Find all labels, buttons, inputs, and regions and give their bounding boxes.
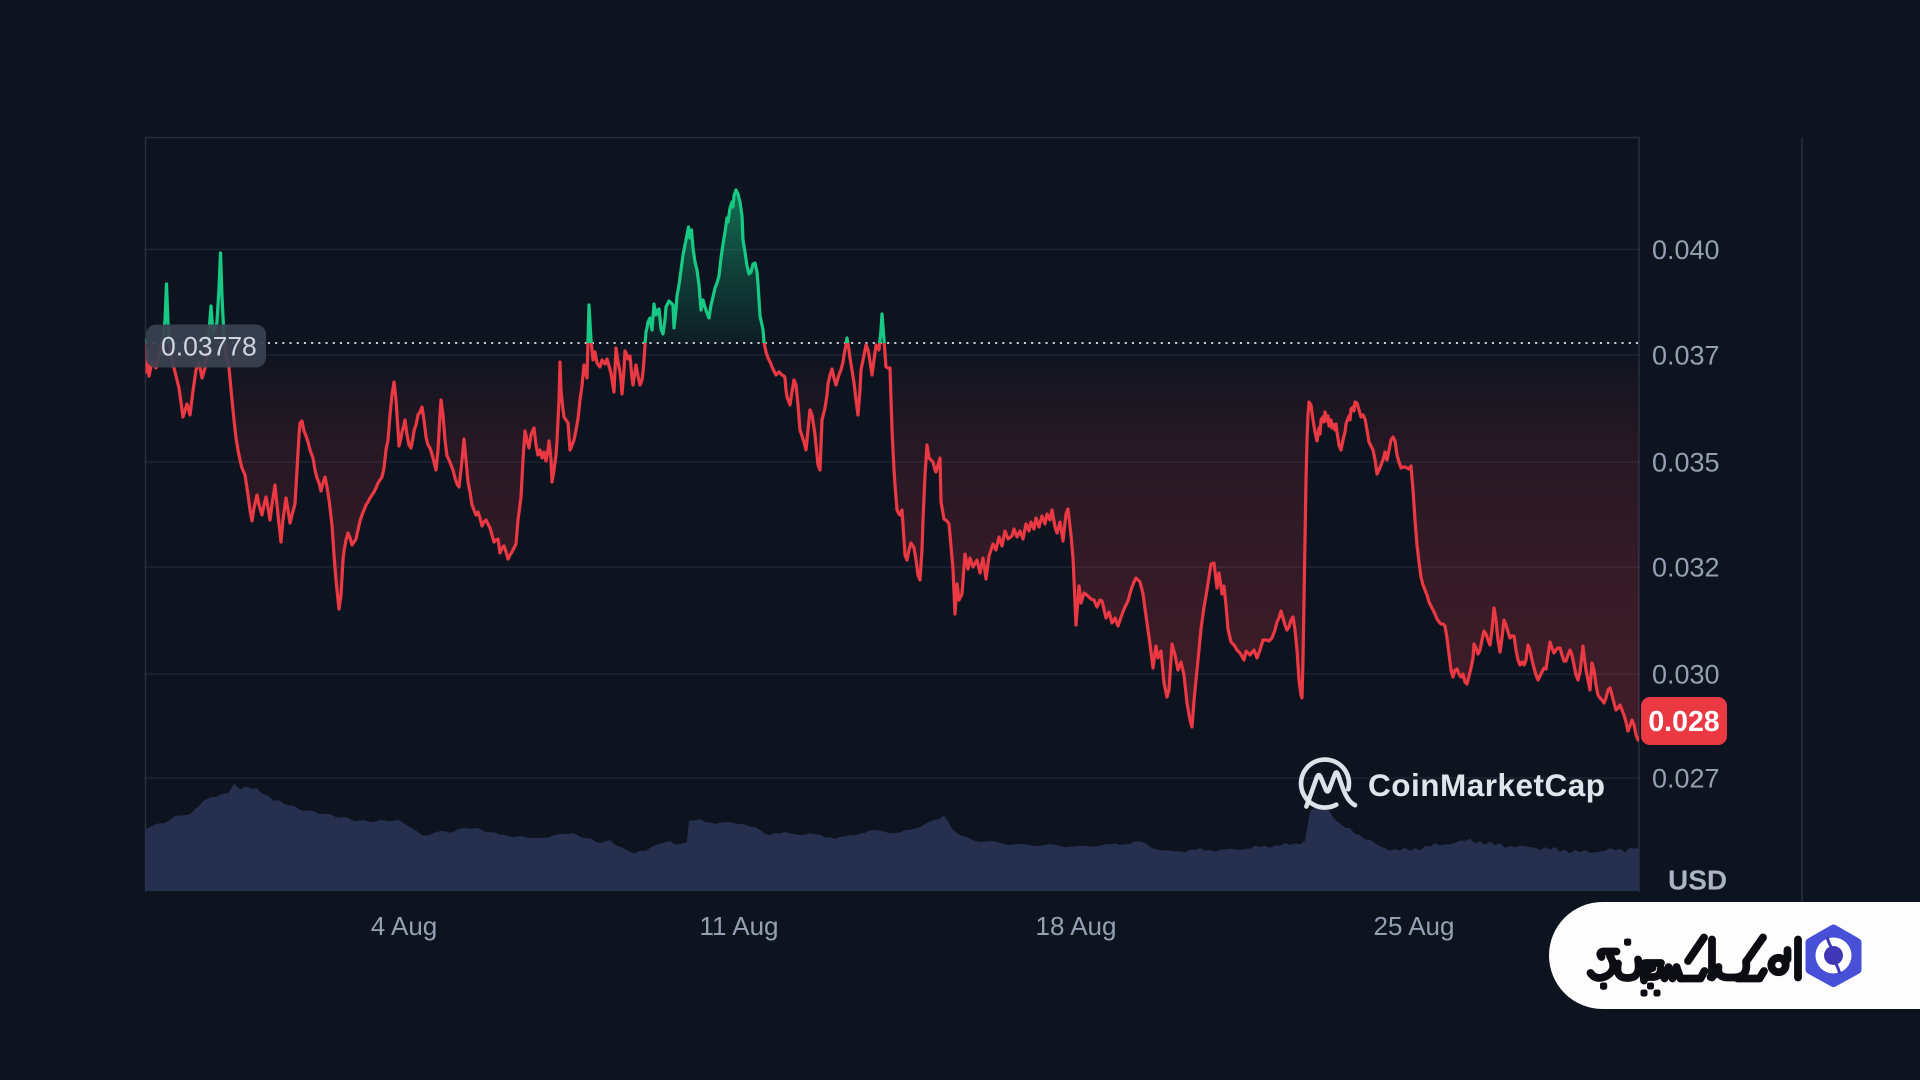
svg-text:0.040: 0.040 — [1652, 235, 1720, 265]
svg-text:0.035: 0.035 — [1652, 448, 1720, 478]
svg-text:11 Aug: 11 Aug — [699, 911, 778, 941]
svg-text:CoinMarketCap: CoinMarketCap — [1368, 767, 1606, 803]
svg-text:0.037: 0.037 — [1652, 341, 1720, 371]
svg-text:0.030: 0.030 — [1652, 660, 1720, 690]
svg-text:USD: USD — [1668, 865, 1727, 896]
svg-text:25 Aug: 25 Aug — [1374, 911, 1455, 941]
svg-text:0.028: 0.028 — [1648, 706, 1719, 738]
svg-text:0.027: 0.027 — [1652, 764, 1720, 794]
svg-text:0.032: 0.032 — [1652, 553, 1720, 583]
svg-text:4 Aug: 4 Aug — [371, 911, 438, 941]
svg-text:18 Aug: 18 Aug — [1036, 911, 1117, 941]
svg-text:0.03778: 0.03778 — [161, 332, 257, 362]
